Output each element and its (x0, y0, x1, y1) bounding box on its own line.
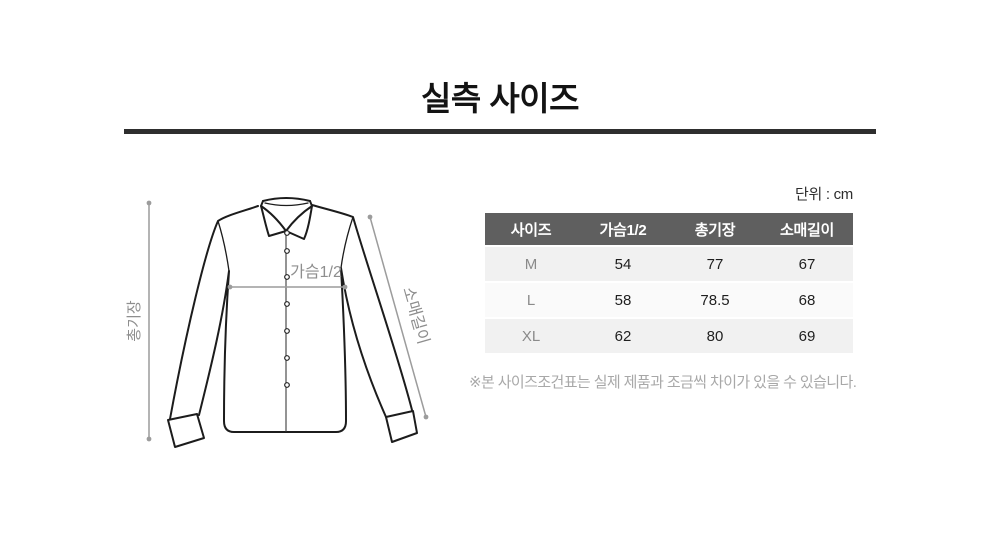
cell-total-length: 78.5 (700, 291, 730, 309)
unit-label: 단위 : cm (795, 186, 853, 203)
diagram-label-total-length: 총기장 (126, 300, 143, 342)
col-header-total-length: 총기장 (694, 221, 736, 239)
cell-total-length: 77 (706, 255, 724, 273)
cell-sleeve-length: 69 (798, 327, 816, 345)
col-header-size: 사이즈 (510, 221, 552, 239)
col-header-sleeve-length: 소매길이 (779, 221, 834, 239)
title-divider (124, 129, 876, 134)
cell-total-length: 80 (706, 327, 724, 345)
left-cuff (167, 413, 205, 448)
measure-lines (148, 203, 427, 439)
cell-chest-half: 58 (614, 291, 632, 309)
cell-chest-half: 54 (614, 255, 632, 273)
shirt-outline-icon (167, 197, 418, 448)
col-header-chest-half: 가슴1/2 (599, 221, 647, 239)
collar-left-wing (260, 205, 287, 237)
table-row-l: L 58 78.5 68 (485, 281, 853, 317)
cell-size: M (524, 255, 538, 273)
sleeve-measure-line (369, 216, 427, 418)
collar-right-wing (285, 205, 313, 240)
shirt-diagram-svg: 총기장 가슴1/2 소매길이 (126, 197, 433, 448)
table-header-row: 사이즈 가슴1/2 총기장 소매길이 (485, 213, 853, 245)
cell-size: XL (521, 327, 541, 345)
cell-chest-half: 62 (614, 327, 632, 345)
cell-size: L (526, 291, 536, 309)
diagram-label-chest: 가슴1/2 (290, 263, 342, 281)
table-row-m: M 54 77 67 (485, 245, 853, 281)
measure-line-endpoints (146, 200, 429, 442)
table-row-xl: XL 62 80 69 (485, 317, 853, 353)
cell-sleeve-length: 68 (798, 291, 816, 309)
cell-sleeve-length: 67 (798, 255, 816, 273)
size-table: 사이즈 가슴1/2 총기장 소매길이 M 54 77 67 L 58 78.5 … (485, 213, 853, 353)
right-cuff (385, 410, 418, 443)
shirt-measurement-diagram: 총기장 가슴1/2 소매길이 (120, 170, 450, 470)
page-title: 실측 사이즈 (421, 80, 579, 117)
collar-band (262, 197, 311, 202)
shirt-buttons (284, 230, 290, 388)
size-disclaimer: ※본 사이즈조건표는 실제 제품과 조금씩 차이가 있을 수 있습니다. (469, 374, 857, 391)
